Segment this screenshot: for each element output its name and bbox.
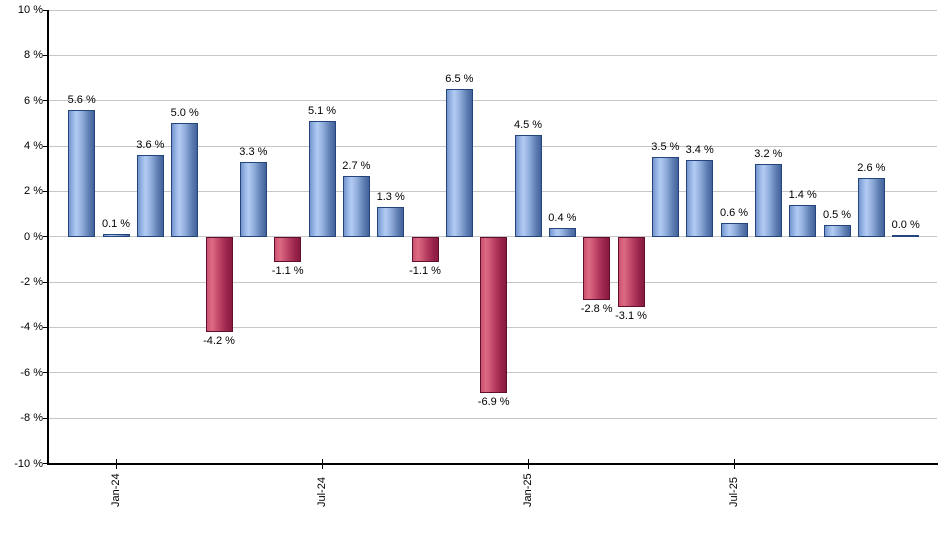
bar [789, 205, 817, 237]
y-axis-label: -10 % [14, 457, 43, 470]
y-axis-label: 10 % [17, 4, 43, 16]
x-axis-label: Jan-24 [110, 473, 123, 507]
bar-value-label: 5.1 % [307, 105, 337, 118]
bar-value-label: 0.6 % [719, 207, 749, 220]
bar-value-label: -4.2 % [203, 334, 235, 347]
y-tick [43, 236, 47, 238]
bar [308, 121, 336, 237]
y-tick [43, 145, 47, 147]
y-tick [43, 417, 47, 419]
y-axis-line [47, 10, 49, 465]
y-axis-label: 6 % [24, 94, 43, 107]
gridline [48, 100, 937, 102]
bar-value-label: 1.3 % [376, 191, 405, 204]
bar [274, 236, 302, 262]
x-axis-label: Jan-25 [522, 473, 535, 507]
x-tick [733, 459, 735, 469]
bar [823, 225, 851, 237]
gridline [48, 417, 937, 419]
bar [892, 234, 920, 237]
bar-value-label: 5.0 % [170, 107, 199, 120]
y-axis-label: -4 % [20, 321, 43, 334]
bar-value-label: 6.5 % [445, 73, 474, 86]
y-axis-label: 8 % [24, 49, 43, 62]
bar [548, 227, 576, 237]
bar-value-label: 3.3 % [239, 145, 268, 158]
y-axis-label: -6 % [20, 366, 43, 379]
y-axis-label: 2 % [24, 185, 43, 198]
bar [239, 161, 267, 237]
bar [411, 236, 439, 262]
bar [205, 236, 233, 332]
y-tick [43, 281, 47, 283]
x-tick [321, 459, 323, 469]
bar-value-label: 3.6 % [136, 139, 165, 152]
y-tick [43, 326, 47, 328]
bar-value-label: 3.5 % [651, 141, 680, 154]
y-axis-label: 4 % [24, 140, 43, 153]
bar [720, 223, 748, 237]
bar-value-label: -3.1 % [615, 310, 647, 323]
x-tick [115, 459, 117, 469]
bar [754, 164, 782, 237]
bar [514, 134, 542, 237]
bar-value-label: -1.1 % [409, 264, 441, 277]
y-tick [43, 54, 47, 56]
bar-value-label: 1.4 % [788, 189, 817, 201]
x-axis-label: Jul-24 [316, 477, 329, 507]
bar [102, 234, 130, 237]
bar [342, 175, 370, 237]
bar [171, 123, 199, 237]
y-tick [43, 9, 47, 11]
x-axis-line [47, 463, 938, 465]
bar [857, 177, 885, 237]
y-tick [43, 190, 47, 192]
bar-value-label: -1.1 % [271, 264, 304, 277]
bar-value-label: 0.0 % [891, 218, 920, 231]
y-tick [43, 100, 47, 102]
y-axis-label: 0 % [24, 230, 43, 243]
bar [377, 207, 405, 237]
y-tick [43, 463, 47, 464]
bar-value-label: 3.2 % [754, 148, 783, 161]
bar [136, 155, 164, 237]
bar-value-label: 2.7 % [342, 159, 371, 172]
bar [68, 109, 96, 237]
bar-value-label: 5.6 % [67, 93, 96, 106]
bar-value-label: -6.9 % [477, 396, 510, 409]
x-axis-label: Jul-25 [728, 477, 741, 507]
bar-value-label: 3.4 % [685, 143, 714, 156]
bar [445, 89, 473, 237]
x-tick [527, 459, 529, 469]
y-tick [43, 372, 47, 374]
bar-value-label: 2.6 % [857, 161, 886, 174]
bar-value-label: -2.8 % [580, 303, 613, 316]
bar-value-label: 0.1 % [101, 218, 131, 231]
bar [686, 159, 714, 237]
bar [583, 236, 611, 301]
gridline [48, 145, 937, 147]
bar [480, 236, 508, 394]
bar-value-label: 0.4 % [548, 211, 577, 224]
bar-value-label: 0.5 % [822, 209, 852, 222]
bar [651, 157, 679, 237]
gridline [48, 190, 937, 192]
gridline [48, 54, 937, 56]
gridline [48, 9, 937, 11]
bar-value-label: 4.5 % [513, 118, 543, 131]
y-axis-label: -8 % [20, 412, 43, 425]
bar [617, 236, 645, 308]
y-axis-label: -2 % [20, 276, 43, 289]
